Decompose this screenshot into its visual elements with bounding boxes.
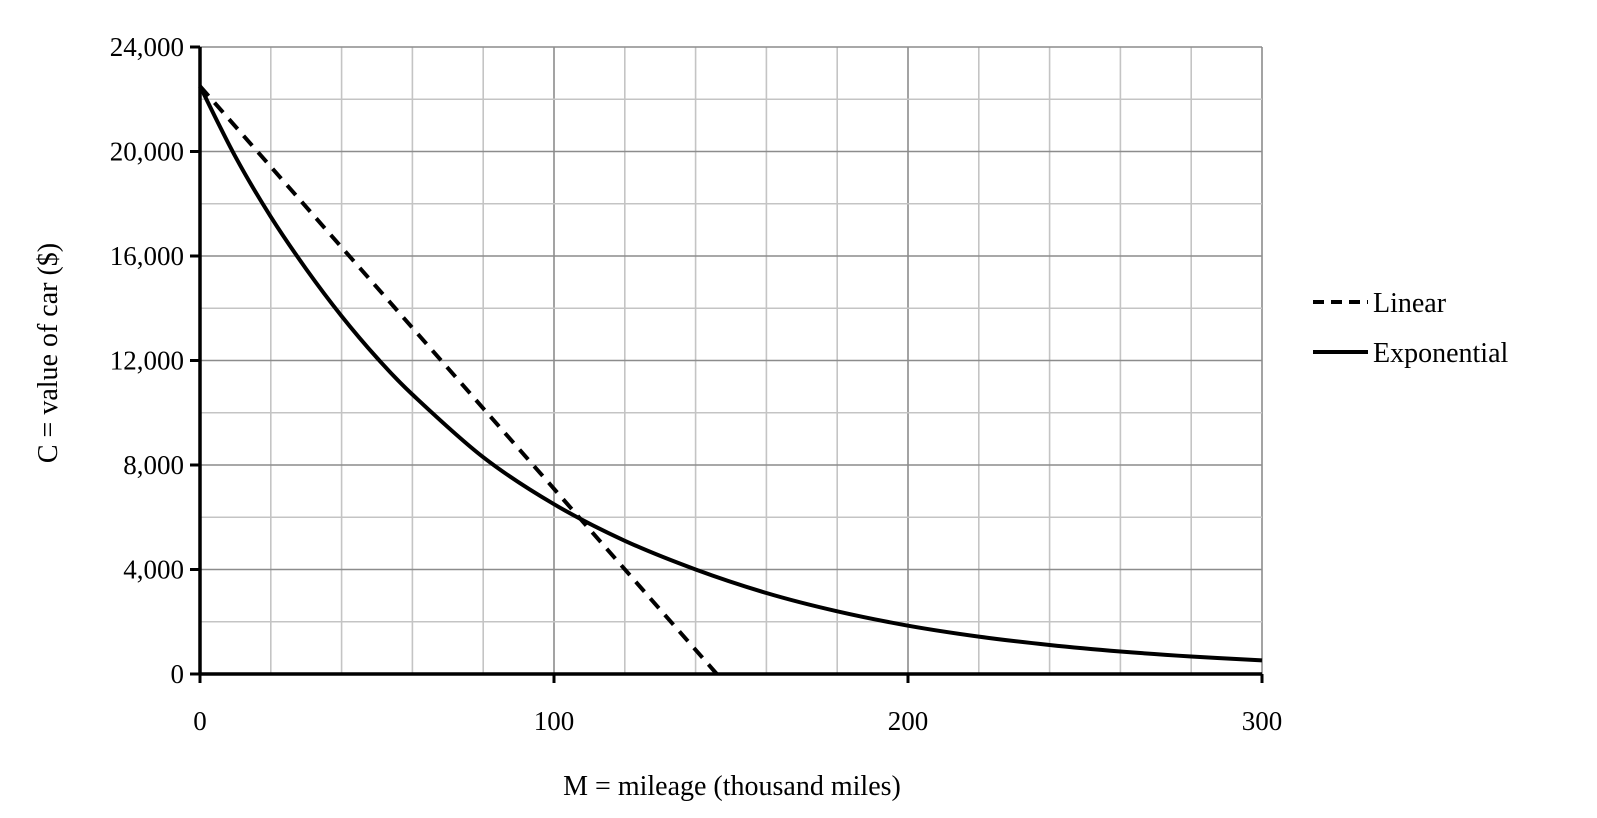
x-tick-label: 0 (193, 706, 207, 736)
y-tick-label: 8,000 (123, 450, 184, 480)
y-tick-label: 16,000 (110, 241, 184, 271)
x-axis-title: M = mileage (thousand miles) (563, 771, 901, 802)
series-lines (198, 84, 1263, 676)
y-tick-label: 12,000 (110, 346, 184, 376)
y-tick-label: 20,000 (110, 137, 184, 167)
legend-item-linear: Linear (1313, 288, 1447, 319)
y-tick-label: 24,000 (110, 32, 184, 62)
series-line-exponential (198, 85, 1263, 663)
legend-label-linear: Linear (1373, 288, 1447, 319)
legend: Linear Exponential (1313, 288, 1509, 369)
series-line-linear (198, 84, 719, 676)
legend-label-exponential: Exponential (1373, 338, 1509, 369)
y-tick-label: 4,000 (123, 555, 184, 585)
y-tick-label: 0 (171, 659, 185, 689)
x-tick-label: 200 (888, 706, 929, 736)
tick-labels: 0 4,000 8,000 12,000 16,000 20,000 24,000 0 100 2… (110, 32, 1283, 736)
grid (200, 46, 1263, 674)
axes (190, 45, 1264, 683)
legend-item-exponential: Exponential (1313, 338, 1509, 369)
x-tick-label: 100 (534, 706, 575, 736)
x-tick-label: 300 (1242, 706, 1283, 736)
y-axis-title: C = value of car ($) (33, 243, 64, 463)
